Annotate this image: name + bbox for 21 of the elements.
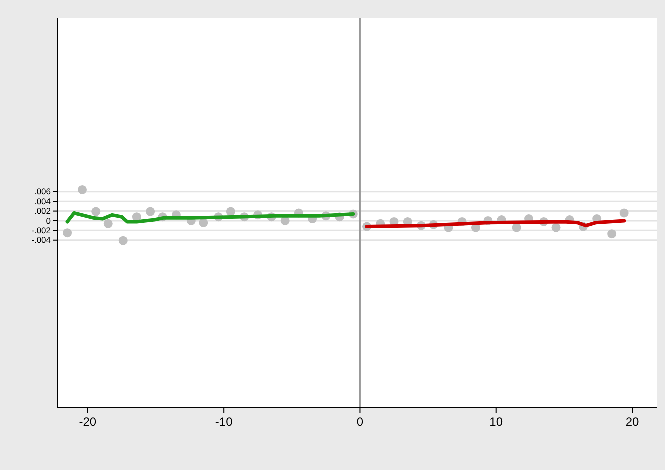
point	[92, 207, 101, 216]
point	[608, 230, 617, 239]
x-tick-label: -10	[215, 415, 234, 429]
x-tick-label: 0	[356, 415, 364, 429]
point	[78, 185, 88, 194]
x-tick-label: 10	[490, 415, 504, 429]
y-tick-label: -.002	[32, 225, 52, 236]
point	[63, 228, 72, 238]
y-tick-label: .006	[34, 186, 52, 197]
point	[104, 219, 113, 228]
y-tick-label: .002	[34, 206, 52, 216]
point	[620, 208, 629, 218]
y-tick-label: -.004	[32, 235, 52, 246]
x-tick-label: -20	[79, 415, 97, 429]
y-tick-label: 0	[46, 216, 52, 226]
point	[118, 236, 128, 246]
point	[226, 207, 236, 216]
point	[552, 223, 561, 232]
point	[146, 207, 156, 216]
x-tick-label: 20	[626, 415, 640, 429]
y-tick-label: .004	[34, 196, 52, 206]
